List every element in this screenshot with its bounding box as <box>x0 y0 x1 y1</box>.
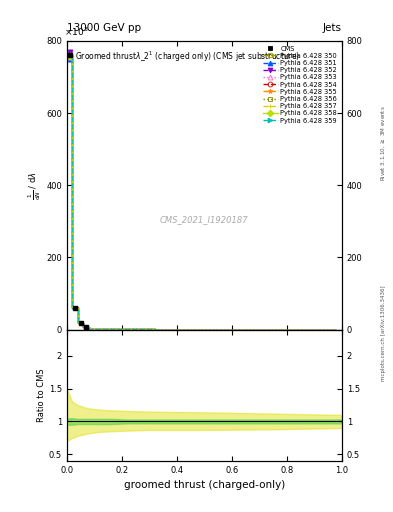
Text: mcplots.cern.ch [arXiv:1306.3436]: mcplots.cern.ch [arXiv:1306.3436] <box>381 285 386 380</box>
Text: Groomed thrust$\lambda\_2^1$ (charged only) (CMS jet substructure): Groomed thrust$\lambda\_2^1$ (charged on… <box>75 50 300 64</box>
Legend: CMS, Pythia 6.428 350, Pythia 6.428 351, Pythia 6.428 352, Pythia 6.428 353, Pyt: CMS, Pythia 6.428 350, Pythia 6.428 351,… <box>261 43 340 126</box>
Y-axis label: $\frac{1}{\mathrm{d}N}\ /\ \mathrm{d}\lambda$: $\frac{1}{\mathrm{d}N}\ /\ \mathrm{d}\la… <box>27 171 43 200</box>
Text: Rivet 3.1.10, $\geq$ 3M events: Rivet 3.1.10, $\geq$ 3M events <box>379 105 387 181</box>
Text: CMS_2021_I1920187: CMS_2021_I1920187 <box>160 216 249 224</box>
X-axis label: groomed thrust (charged-only): groomed thrust (charged-only) <box>124 480 285 490</box>
Text: 13000 GeV pp: 13000 GeV pp <box>67 23 141 33</box>
Text: $\times10^3$: $\times10^3$ <box>64 26 89 38</box>
Y-axis label: Ratio to CMS: Ratio to CMS <box>37 369 46 422</box>
Text: Jets: Jets <box>323 23 342 33</box>
